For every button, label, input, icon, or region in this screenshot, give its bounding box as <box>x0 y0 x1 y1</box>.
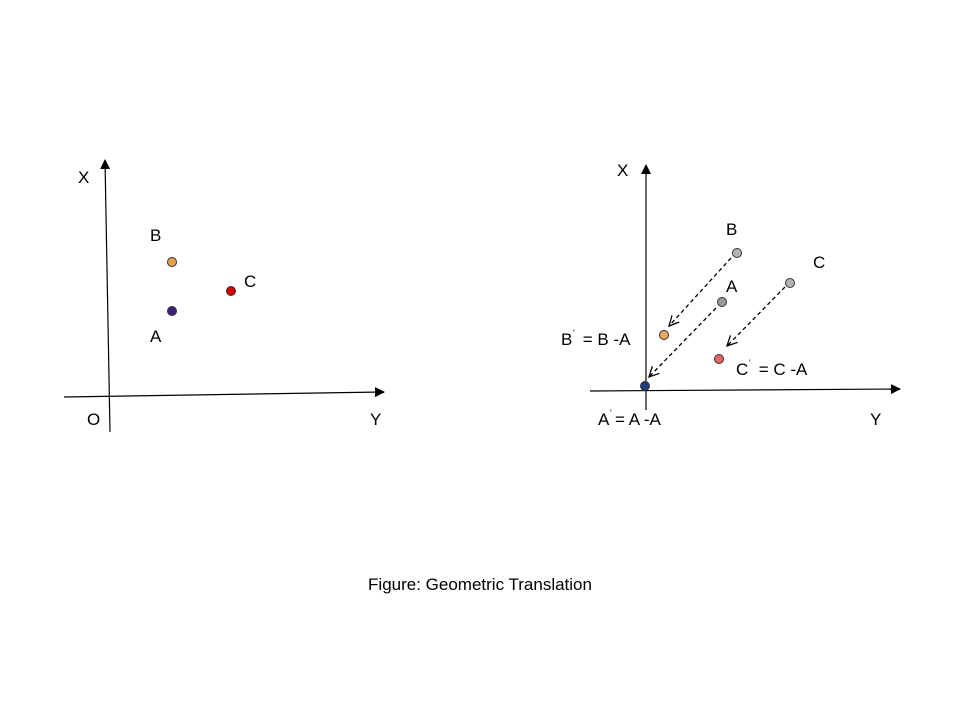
right-original-label-c: C <box>813 253 825 272</box>
left-origin-label: O <box>87 410 100 429</box>
translated-label-b-formula: = B -A <box>578 330 631 349</box>
translated-label-c-formula: = C -A <box>754 360 808 379</box>
translation-arrow-a <box>649 307 717 377</box>
right-panel: X Y B A C B ' = B -A A ' = A -A C <box>561 161 901 429</box>
right-y-axis-label: Y <box>870 410 881 429</box>
right-original-point-b <box>732 248 742 258</box>
left-label-c: C <box>244 272 256 291</box>
left-x-axis <box>100 159 111 433</box>
translated-label-c: C ' = C -A <box>736 358 808 379</box>
right-x-axis-label: X <box>617 161 628 180</box>
translated-label-a-prime: ' <box>610 408 612 418</box>
right-original-point-a <box>717 297 727 307</box>
left-point-a <box>167 306 177 316</box>
translated-label-a-formula: = A -A <box>615 410 661 429</box>
left-point-b <box>167 257 177 267</box>
left-x-axis-label: X <box>78 168 89 187</box>
right-original-point-c <box>785 278 795 288</box>
left-point-c <box>226 286 236 296</box>
translated-label-a-name: A <box>598 410 610 429</box>
left-panel: X Y O B A C <box>63 159 385 433</box>
translated-label-b-name: B <box>561 330 572 349</box>
right-translated-point-c <box>714 354 724 364</box>
figure-caption: Figure: Geometric Translation <box>368 575 592 594</box>
translated-label-b: B ' = B -A <box>561 328 631 349</box>
translated-label-b-prime: ' <box>573 328 575 338</box>
right-translated-point-a <box>640 381 650 391</box>
translated-label-c-name: C <box>736 360 748 379</box>
translated-label-c-prime: ' <box>749 358 751 368</box>
right-translated-point-b <box>659 330 669 340</box>
left-label-b: B <box>150 226 161 245</box>
translation-arrow-b <box>669 257 732 326</box>
left-y-axis-label: Y <box>370 410 381 429</box>
right-y-axis <box>589 384 901 395</box>
left-y-axis <box>63 387 385 398</box>
right-original-label-a: A <box>726 277 738 296</box>
left-label-a: A <box>150 327 162 346</box>
translated-label-a: A ' = A -A <box>598 408 661 429</box>
right-original-label-b: B <box>726 220 737 239</box>
